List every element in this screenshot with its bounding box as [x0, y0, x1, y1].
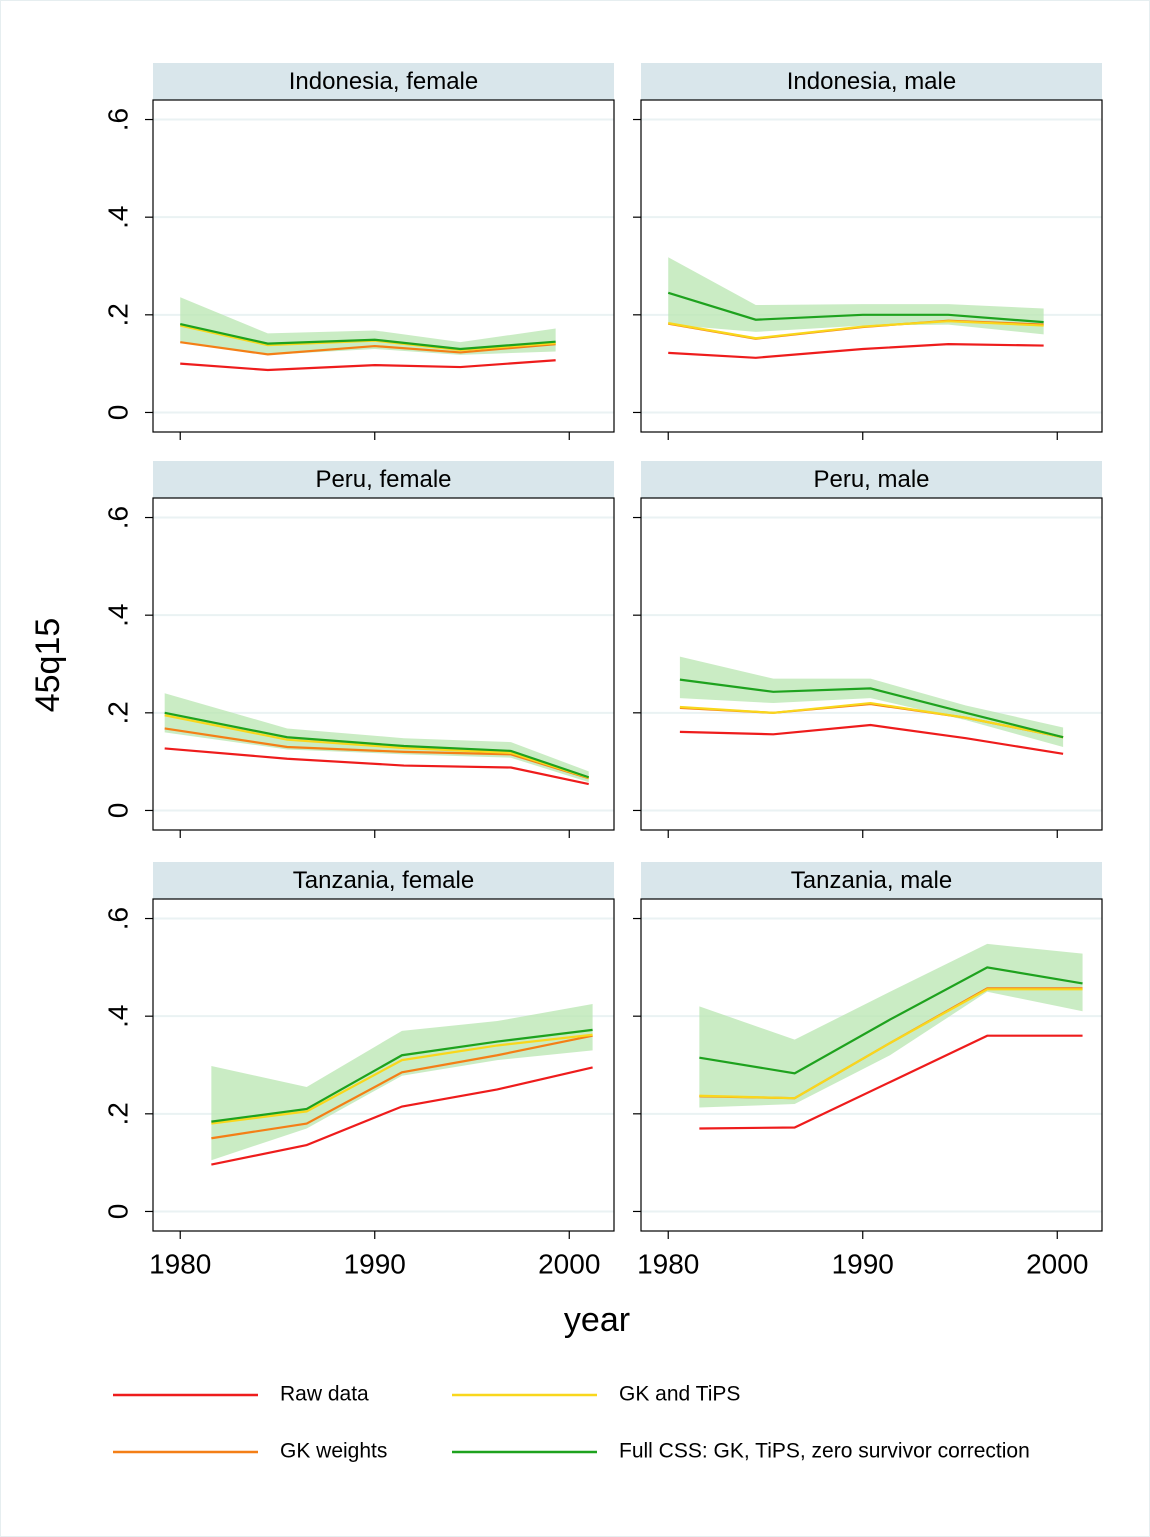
- legend-label: Full CSS: GK, TiPS, zero survivor correc…: [619, 1440, 1030, 1463]
- x-tick-label: 2000: [538, 1248, 600, 1279]
- confidence-band: [180, 297, 556, 355]
- panel-strip: [641, 862, 1102, 899]
- series-line: [668, 320, 1044, 340]
- series-line: [679, 701, 1064, 739]
- series-line: [164, 711, 590, 779]
- plot-border: [640, 898, 1103, 1232]
- confidence-band: [164, 693, 589, 783]
- panel-strip: [641, 63, 1102, 100]
- series-line: [211, 1066, 593, 1166]
- series-line: [667, 291, 1044, 324]
- confidence-band: [211, 1003, 593, 1161]
- plot-border: [152, 497, 615, 831]
- x-tick-label: 2000: [1026, 1248, 1088, 1279]
- series-line: [211, 1033, 593, 1125]
- series-line: [699, 988, 1083, 1100]
- x-tick-label: 1980: [637, 1248, 699, 1279]
- y-axis-label: 45q15: [29, 618, 67, 713]
- y-tick-label: 0: [102, 1204, 133, 1220]
- panel-title: Indonesia, female: [289, 68, 478, 95]
- confidence-band: [679, 656, 1064, 747]
- plot-area: [153, 100, 614, 432]
- plot-area: [641, 100, 1102, 432]
- series-line: [164, 747, 589, 786]
- series-line: [211, 1034, 593, 1140]
- plot-border: [640, 497, 1103, 831]
- legend-label: Raw data: [280, 1383, 369, 1406]
- plot-border: [152, 898, 615, 1232]
- series-line: [699, 966, 1083, 1075]
- y-tick-label: .4: [102, 603, 133, 626]
- y-tick-label: .2: [102, 1102, 133, 1125]
- y-tick-label: 0: [102, 405, 133, 421]
- panel-title: Indonesia, male: [787, 68, 956, 95]
- y-tick-label: .6: [102, 506, 133, 529]
- plot-border: [152, 99, 615, 433]
- panel-strip: [153, 461, 614, 498]
- y-tick-label: .4: [102, 1004, 133, 1027]
- panel-strip: [153, 63, 614, 100]
- x-tick-label: 1990: [832, 1248, 894, 1279]
- y-tick-label: .2: [102, 701, 133, 724]
- series-line: [179, 323, 556, 351]
- y-tick-label: .6: [102, 108, 133, 131]
- legend-label: GK and TiPS: [619, 1383, 740, 1406]
- confidence-band: [699, 943, 1083, 1108]
- y-tick-label: .6: [102, 907, 133, 930]
- x-tick-label: 1980: [149, 1248, 211, 1279]
- series-line: [180, 341, 556, 356]
- x-axis-label: year: [564, 1301, 630, 1339]
- series-line: [679, 678, 1064, 739]
- panel-title: Peru, male: [813, 466, 929, 493]
- plot-area: [153, 498, 614, 830]
- series-line: [668, 343, 1044, 359]
- y-tick-label: .2: [102, 303, 133, 326]
- panel-strip: [153, 862, 614, 899]
- y-tick-label: .4: [102, 205, 133, 228]
- plot-border: [640, 99, 1103, 433]
- panel-title: Tanzania, female: [293, 867, 474, 894]
- series-line: [211, 1028, 593, 1123]
- series-line: [164, 714, 590, 779]
- series-line: [679, 723, 1064, 755]
- panel-title: Peru, female: [315, 466, 451, 493]
- series-line: [699, 1034, 1083, 1130]
- panel-title: Tanzania, male: [791, 867, 952, 894]
- plot-area: [641, 498, 1102, 830]
- x-tick-label: 1990: [344, 1248, 406, 1279]
- panel-strip: [641, 461, 1102, 498]
- legend-label: GK weights: [280, 1440, 387, 1463]
- series-line: [180, 359, 556, 372]
- y-tick-label: 0: [102, 803, 133, 819]
